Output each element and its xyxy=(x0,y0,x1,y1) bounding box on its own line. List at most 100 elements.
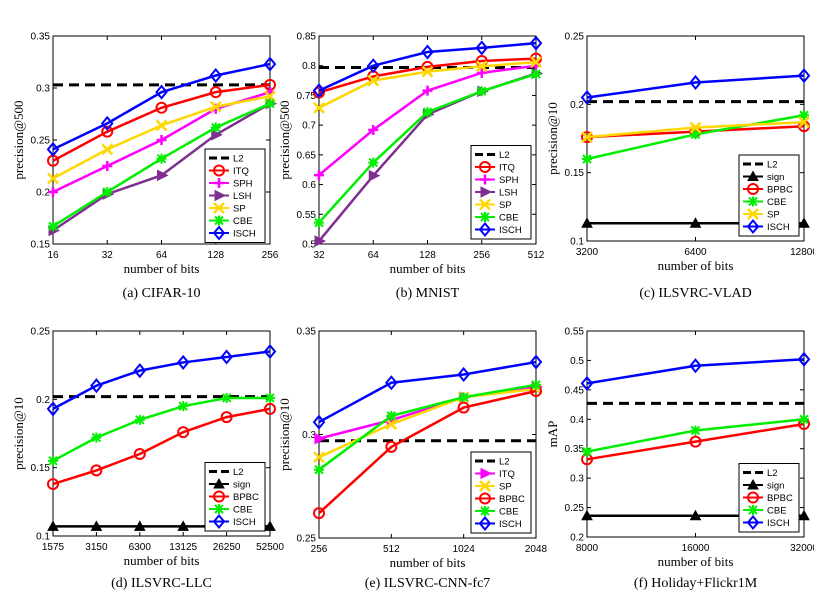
series-cbe xyxy=(314,379,541,475)
x-tick-label: 256 xyxy=(262,250,279,261)
legend-marker xyxy=(214,215,224,226)
series-cbe xyxy=(48,392,275,466)
data-point xyxy=(221,392,232,403)
y-axis-label: precision@10 xyxy=(545,102,560,175)
x-tick-label: 512 xyxy=(528,250,545,261)
data-point xyxy=(313,507,325,520)
legend-marker xyxy=(214,178,224,188)
data-point xyxy=(156,135,167,145)
data-point xyxy=(458,392,469,403)
y-tick-label: 0.1 xyxy=(570,237,584,248)
x-tick-label: 128 xyxy=(207,250,224,261)
data-point xyxy=(581,217,593,228)
y-tick-label: 0.5 xyxy=(570,356,584,367)
y-axis-label: precision@500 xyxy=(277,100,292,179)
panel-caption: (e) ILSVRC-CNN-fc7 xyxy=(365,576,491,591)
legend-box xyxy=(204,148,266,243)
x-tick-label: 1024 xyxy=(453,544,476,555)
legend-marker xyxy=(479,161,491,173)
legend-entry: LSH xyxy=(233,191,252,202)
y-tick-label: 0.5 xyxy=(302,240,316,251)
y-tick-label: 0.25 xyxy=(565,32,585,43)
series-cbe xyxy=(582,110,809,164)
x-tick-label: 32 xyxy=(313,250,325,261)
data-point xyxy=(689,435,702,448)
legend-marker xyxy=(747,491,759,504)
data-point xyxy=(314,170,324,181)
legend-entry: LSH xyxy=(499,188,518,199)
data-point xyxy=(48,455,58,466)
legend-entry: ISCH xyxy=(233,517,256,528)
legend-marker xyxy=(478,515,492,532)
y-axis-label: precision@10 xyxy=(11,397,26,470)
x-tick-label: 8000 xyxy=(576,543,599,554)
series-line xyxy=(318,389,537,515)
series-line xyxy=(586,358,805,385)
data-point xyxy=(100,115,114,131)
legend-marker xyxy=(214,189,227,202)
series-isch xyxy=(312,354,543,430)
chart-panel-2: 0.5 0.55 0.6 0.65 0.7 0.75 0.8 0.85 32 64 128 256 51… xyxy=(277,32,545,302)
data-point xyxy=(264,402,276,415)
chart-panel-5: 0.25 0.3 0.35 256 512 1024 2048 number of bits p… xyxy=(277,327,548,592)
panel-caption: (f) Holiday+Flickr1M xyxy=(634,576,758,591)
data-point xyxy=(133,520,146,531)
data-point xyxy=(581,131,593,144)
legend-entry: ISCH xyxy=(499,225,522,236)
data-point xyxy=(133,363,147,379)
x-tick-label: 13125 xyxy=(169,542,197,553)
legend-entry: L2 xyxy=(499,150,510,161)
series-cbe xyxy=(314,69,541,228)
legend-marker xyxy=(214,504,224,514)
y-tick-label: 0.15 xyxy=(565,168,585,179)
panel-caption: (b) MNIST xyxy=(396,286,460,301)
x-tick-label: 1575 xyxy=(42,542,65,553)
series-cbe xyxy=(582,414,809,457)
data-point xyxy=(220,411,233,424)
data-point xyxy=(314,464,324,475)
data-point xyxy=(580,375,594,391)
y-tick-label: 0.1 xyxy=(36,532,50,543)
data-point xyxy=(457,366,470,383)
legend-marker xyxy=(213,202,225,214)
y-tick-label: 0.4 xyxy=(570,415,584,426)
x-tick-label: 6300 xyxy=(129,542,152,553)
y-tick-label: 0.2 xyxy=(36,188,50,199)
data-point xyxy=(385,440,398,453)
legend-entry: CBE xyxy=(767,197,787,208)
x-tick-label: 52500 xyxy=(256,542,284,553)
x-tick-label: 2048 xyxy=(525,544,548,555)
data-point xyxy=(457,401,470,414)
x-tick-label: 26250 xyxy=(213,542,241,553)
series-line xyxy=(318,387,537,459)
series-isch xyxy=(46,56,277,157)
legend-entry: SP xyxy=(767,210,780,221)
y-tick-label: 0.55 xyxy=(297,210,317,221)
panel-caption: (a) CIFAR-10 xyxy=(123,286,201,301)
series-line xyxy=(586,74,805,99)
data-point xyxy=(580,89,594,106)
panel-caption: (c) ILSVRC-VLAD xyxy=(639,286,751,301)
x-axis-label: number of bits xyxy=(124,553,200,568)
data-point xyxy=(690,129,701,140)
legend-marker xyxy=(212,225,226,241)
data-point xyxy=(422,85,433,96)
data-point xyxy=(799,414,809,425)
data-point xyxy=(155,119,168,132)
legend-entry: CBE xyxy=(767,506,787,517)
y-tick-label: 0.75 xyxy=(297,91,317,102)
x-tick-label: 32 xyxy=(102,250,114,261)
data-point xyxy=(690,425,701,436)
series-isch xyxy=(580,351,811,391)
y-tick-label: 0.25 xyxy=(565,503,585,514)
legend-entry: CBE xyxy=(499,213,519,224)
data-point xyxy=(178,401,189,412)
data-point xyxy=(156,153,167,164)
data-point xyxy=(797,351,811,367)
data-point xyxy=(263,343,277,360)
legend-entry: BPBC xyxy=(233,492,259,503)
legend-entry: L2 xyxy=(233,467,244,478)
